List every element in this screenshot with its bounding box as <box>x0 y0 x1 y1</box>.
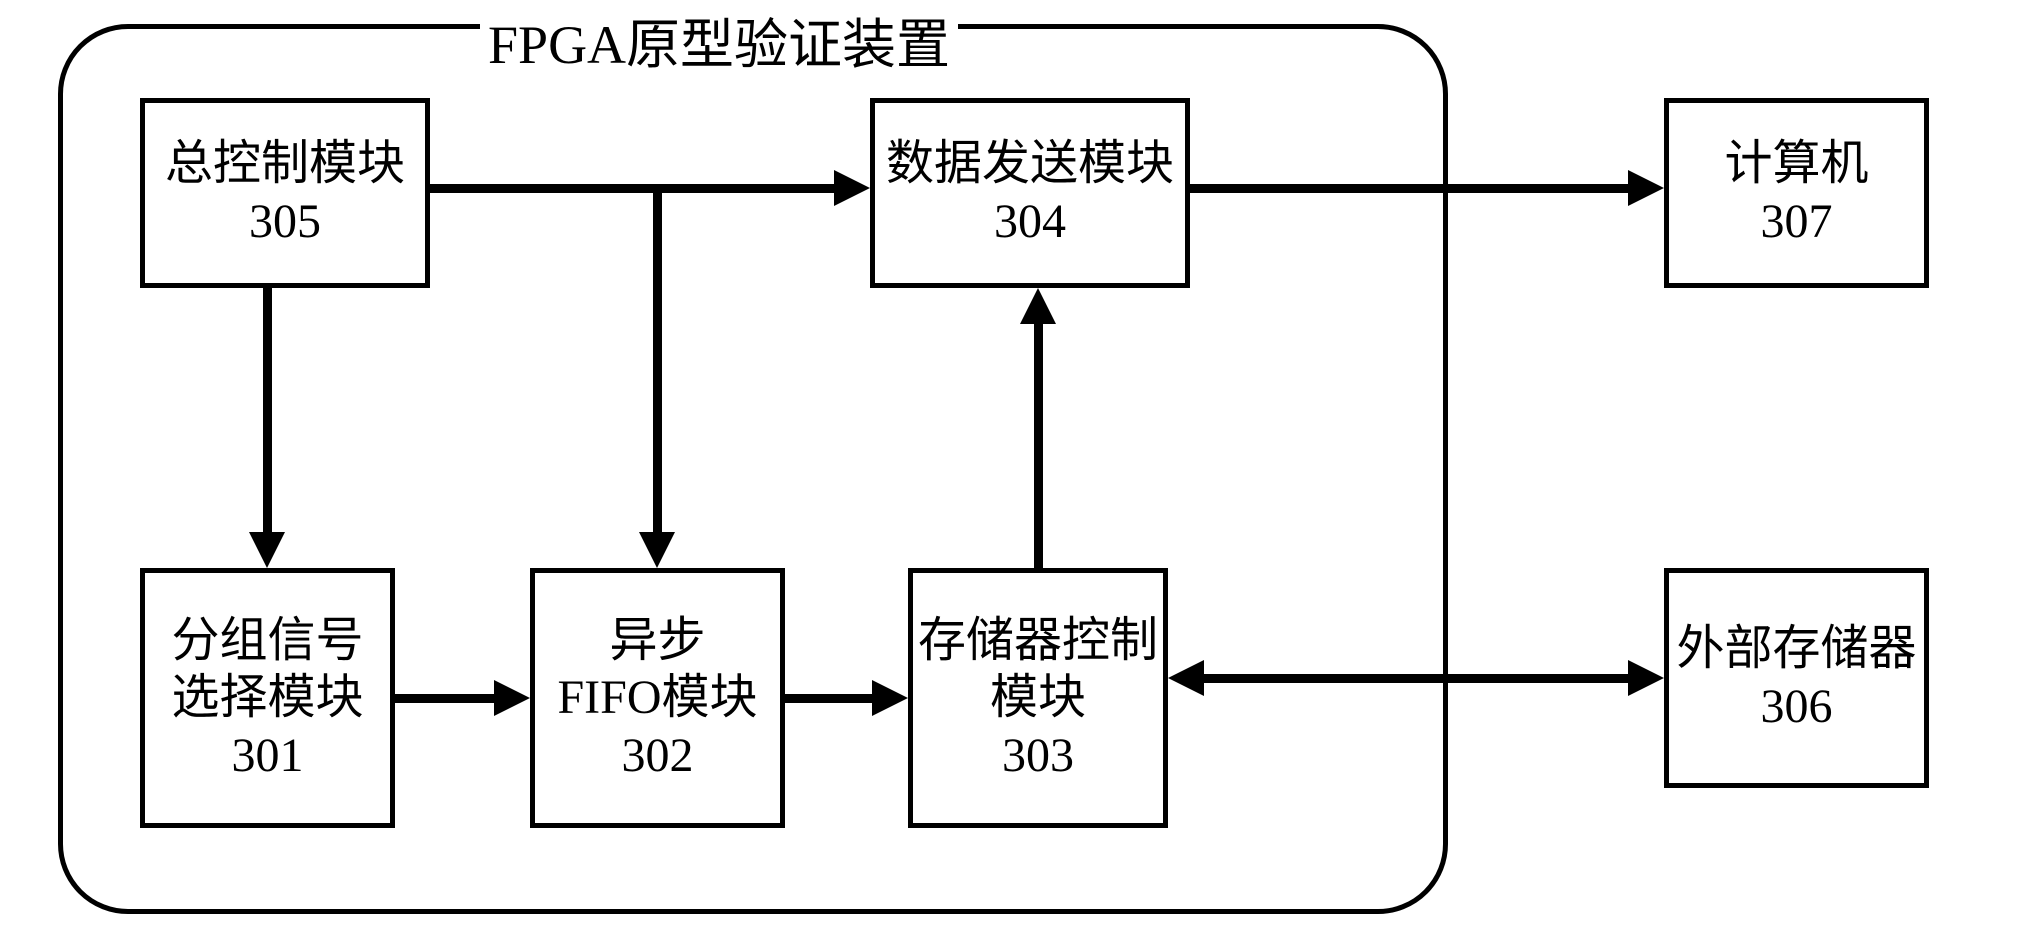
block-303-memory-control: 存储器控制 模块 303 <box>908 568 1168 828</box>
arrow-304-to-307-line <box>1190 184 1632 193</box>
block-label: 数据发送模块 <box>886 135 1174 193</box>
block-label-line2: 选择模块 <box>171 669 363 727</box>
arrow-305-to-301-line <box>263 288 272 536</box>
block-304-data-send: 数据发送模块 304 <box>870 98 1190 288</box>
arrow-305-to-304-head <box>834 170 870 206</box>
block-label-line2: 模块 <box>990 669 1086 727</box>
block-305-master-control: 总控制模块 305 <box>140 98 430 288</box>
block-label-line1: 异步 <box>609 612 705 670</box>
block-label: 总控制模块 <box>165 135 405 193</box>
arrow-303-306-line <box>1200 674 1632 683</box>
arrow-303-306-head-right <box>1628 660 1664 696</box>
block-label-line1: 分组信号 <box>171 612 363 670</box>
arrow-304-to-307-head <box>1628 170 1664 206</box>
block-label: 外部存储器 <box>1676 620 1916 678</box>
block-301-group-signal-select: 分组信号 选择模块 301 <box>140 568 395 828</box>
block-302-async-fifo: 异步 FIFO模块 302 <box>530 568 785 828</box>
block-num: 304 <box>994 193 1066 251</box>
block-num: 302 <box>622 727 694 785</box>
arrow-301-to-302-head <box>494 680 530 716</box>
block-num: 305 <box>249 193 321 251</box>
block-label-line2: FIFO模块 <box>557 669 757 727</box>
arrow-301-to-302-line <box>395 694 498 703</box>
arrow-305-to-301-head <box>249 532 285 568</box>
block-306-external-memory: 外部存储器 306 <box>1664 568 1929 788</box>
arrow-305-to-304-line <box>430 184 838 193</box>
arrow-303-to-304-line <box>1034 320 1043 568</box>
arrow-303-to-304-head <box>1020 288 1056 324</box>
arrow-305-to-302-line <box>653 188 662 536</box>
arrow-302-to-303-head <box>872 680 908 716</box>
block-num: 306 <box>1761 678 1833 736</box>
block-num: 303 <box>1002 727 1074 785</box>
container-title: FPGA原型验证装置 <box>480 0 958 79</box>
block-num: 301 <box>232 727 304 785</box>
block-307-computer: 计算机 307 <box>1664 98 1929 288</box>
block-label: 计算机 <box>1724 135 1868 193</box>
arrow-303-306-head-left <box>1168 660 1204 696</box>
block-label-line1: 存储器控制 <box>918 612 1158 670</box>
arrow-302-to-303-line <box>785 694 876 703</box>
arrow-305-to-302-head <box>639 532 675 568</box>
block-num: 307 <box>1761 193 1833 251</box>
